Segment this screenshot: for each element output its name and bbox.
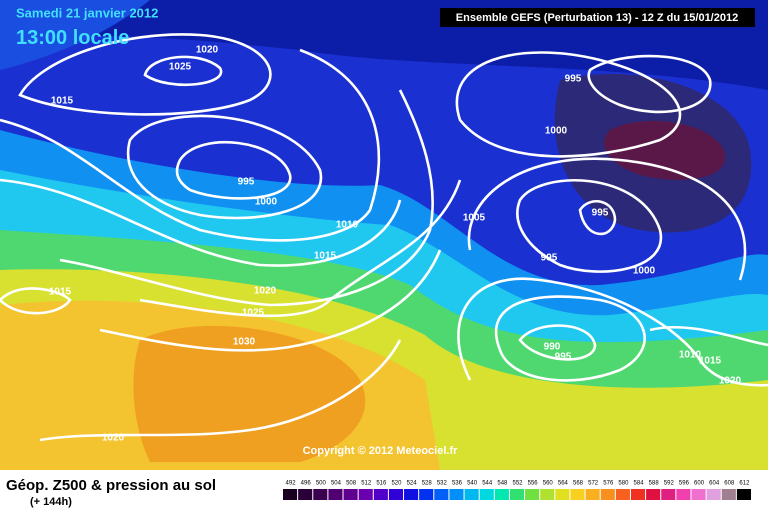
legend-label: 564 — [558, 481, 569, 487]
color-legend: 492 496 500 504 508 512 516 520 524 528 532 536 540 5… — [283, 481, 751, 500]
legend-label: 604 — [709, 481, 720, 487]
legend-swatch — [706, 489, 721, 500]
legend-swatch — [298, 489, 313, 500]
legend-label: 576 — [603, 481, 614, 487]
legend-label: 496 — [301, 481, 312, 487]
map-background — [0, 0, 768, 470]
isobar-label: 1015 — [699, 356, 722, 367]
legend-swatch — [373, 489, 388, 500]
run-info: Ensemble GEFS (Perturbation 13) - 12 Z d… — [456, 12, 738, 24]
legend-swatch — [570, 489, 585, 500]
legend-label: 596 — [679, 481, 690, 487]
legend-label: 528 — [422, 481, 433, 487]
isobar-label: 1000 — [633, 266, 656, 277]
legend-label: 524 — [407, 481, 418, 487]
legend-label: 540 — [467, 481, 478, 487]
isobar-label: 1025 — [242, 308, 265, 319]
legend-label: 612 — [739, 481, 750, 487]
isobar-label: 990 — [544, 342, 561, 353]
legend-swatch — [434, 489, 449, 500]
isobar-label: 1020 — [719, 376, 742, 387]
legend-swatch — [630, 489, 646, 500]
legend-swatch — [358, 489, 373, 500]
legend-swatch — [449, 489, 464, 500]
legend-label: 512 — [361, 481, 372, 487]
isobar-label: 995 — [555, 352, 572, 363]
legend-label: 600 — [694, 481, 705, 487]
legend-swatch — [691, 489, 706, 500]
legend-swatch — [540, 489, 555, 500]
legend-swatch — [313, 489, 328, 500]
isobar-labels: 1020102510159951000101010151020102510301… — [49, 45, 742, 444]
legend-swatch — [615, 489, 630, 500]
legend-swatch — [585, 489, 600, 500]
footer-title: Géop. Z500 & pression au sol — [6, 477, 216, 494]
legend-label: 536 — [452, 481, 463, 487]
legend-swatch — [388, 489, 404, 500]
isobar-label: 1025 — [169, 62, 192, 73]
legend-label: 552 — [512, 481, 523, 487]
isobar-label: 995 — [565, 74, 582, 85]
legend-label: 548 — [497, 481, 508, 487]
legend-swatch — [404, 489, 419, 500]
legend-swatch — [479, 489, 494, 500]
legend-label: 508 — [346, 481, 357, 487]
copyright: Copyright © 2012 Meteociel.fr — [303, 445, 459, 457]
legend-label: 572 — [588, 481, 599, 487]
legend-label: 584 — [634, 481, 645, 487]
legend-swatch — [328, 489, 343, 500]
legend-swatch — [525, 489, 540, 500]
legend-swatch — [600, 489, 615, 500]
legend-swatch — [736, 489, 751, 500]
isobar-label: 1010 — [679, 350, 702, 361]
isobar-label: 1010 — [336, 220, 359, 231]
isobar-label: 1020 — [196, 45, 219, 56]
legend-swatch — [721, 489, 736, 500]
isobars — [0, 33, 768, 442]
legend-label: 532 — [437, 481, 448, 487]
legend-swatch — [494, 489, 509, 500]
legend-label: 592 — [664, 481, 675, 487]
isobar-label: 1005 — [463, 213, 486, 224]
isobar-label: 995 — [541, 253, 558, 264]
legend-label: 580 — [618, 481, 629, 487]
legend-swatch — [343, 489, 358, 500]
legend-label: 568 — [573, 481, 584, 487]
footer-lead: (+ 144h) — [30, 496, 72, 508]
legend-swatch — [509, 489, 525, 500]
legend-swatch — [661, 489, 676, 500]
isobar-label: 1020 — [254, 286, 277, 297]
isobar-label: 1015 — [314, 251, 337, 262]
legend-label: 556 — [528, 481, 539, 487]
isobar-label: 1020 — [102, 433, 125, 444]
legend-swatch — [283, 489, 298, 500]
legend-label: 516 — [376, 481, 387, 487]
isobar-label: 995 — [238, 177, 255, 188]
legend-swatch — [464, 489, 479, 500]
legend-swatch — [419, 489, 434, 500]
legend-label: 520 — [391, 481, 402, 487]
run-box — [440, 8, 755, 27]
legend-label: 492 — [286, 481, 297, 487]
time: 13:00 locale — [16, 27, 129, 49]
date: Samedi 21 janvier 2012 — [16, 5, 158, 20]
isobar-label: 1015 — [51, 96, 74, 107]
legend-swatch — [676, 489, 691, 500]
legend-label: 544 — [482, 481, 493, 487]
legend-label: 500 — [316, 481, 327, 487]
isobar-label: 1000 — [255, 197, 278, 208]
isobar-label: 1000 — [545, 126, 568, 137]
legend-swatch — [555, 489, 570, 500]
legend-swatch — [646, 489, 661, 500]
legend-label: 588 — [649, 481, 660, 487]
legend-label: 608 — [724, 481, 735, 487]
legend-label: 504 — [331, 481, 342, 487]
isobar-label: 1030 — [233, 337, 256, 348]
legend-label: 560 — [543, 481, 554, 487]
isobar-label: 1015 — [49, 287, 72, 298]
isobar-label: 995 — [592, 208, 609, 219]
